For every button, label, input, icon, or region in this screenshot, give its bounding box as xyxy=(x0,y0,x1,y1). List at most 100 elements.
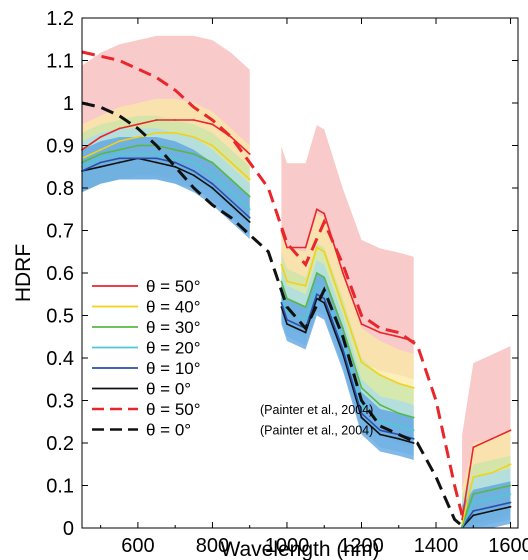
series-line-0-segment-1 xyxy=(280,208,414,342)
series-line-2-segment-2 xyxy=(461,484,511,527)
series-line-1-segment-1 xyxy=(280,246,414,389)
series-0-point-0-6 xyxy=(192,119,195,121)
series-1-point-2-3 xyxy=(509,463,512,466)
series-3-point-1-7 xyxy=(379,420,381,423)
legend-note-7: (Painter et al., 2004) xyxy=(260,424,373,438)
series-2-point-1-0 xyxy=(280,280,283,283)
series-line-4-segment-2 xyxy=(461,501,511,528)
series-3-point-0-9 xyxy=(248,208,251,211)
series-4-point-0-8 xyxy=(230,199,233,202)
series-0-point-0-1 xyxy=(99,136,102,138)
series-0-point-1-7 xyxy=(379,331,381,334)
series-5-point-0-5 xyxy=(174,165,177,168)
series-0-point-1-2 xyxy=(304,246,307,249)
legend-label-2: θ = 30° xyxy=(146,318,201,337)
y-tick-label-3: 0.3 xyxy=(46,391,74,413)
y-tick-label-7: 0.7 xyxy=(46,221,74,243)
series-1-point-2-1 xyxy=(472,476,475,478)
series-3-point-1-6 xyxy=(360,403,363,406)
series-line-4-segment-1 xyxy=(280,293,414,440)
series-5-point-2-1 xyxy=(472,514,475,517)
series-2-point-1-1 xyxy=(286,297,288,300)
series-5-point-1-7 xyxy=(379,433,381,436)
series-4-point-0-7 xyxy=(211,182,214,185)
series-4-point-1-5 xyxy=(342,348,344,351)
series-2-point-0-6 xyxy=(192,153,195,155)
x-axis-ticks: 600 800 1000 1200 1400 1600 xyxy=(100,18,528,557)
series-1-point-0-2 xyxy=(118,140,121,143)
series-3-point-0-8 xyxy=(230,191,233,194)
series-0-point-1-4 xyxy=(323,212,326,215)
series-5-point-2-2 xyxy=(491,510,493,512)
series-0-point-0-2 xyxy=(118,127,121,130)
series-1-point-1-4 xyxy=(323,250,326,253)
series-line-1-segment-2 xyxy=(461,463,511,524)
series-line-3-segment-1 xyxy=(280,284,414,432)
series-2-point-1-7 xyxy=(379,403,381,406)
series-1-point-0-5 xyxy=(174,131,177,134)
x-tick-label-1400: 1400 xyxy=(414,535,459,557)
y-tick-label-5: 0.5 xyxy=(46,306,74,328)
series-1-point-1-1 xyxy=(286,280,288,283)
series-line-5-segment-1 xyxy=(280,297,414,444)
y-axis-label: HDRF xyxy=(12,244,35,302)
band-0-segment-1 xyxy=(281,125,414,380)
series-2-point-0-3 xyxy=(137,144,139,147)
series-4-point-0-5 xyxy=(174,161,177,164)
series-0-point-0-9 xyxy=(248,153,251,155)
band-4-segment-0 xyxy=(82,137,250,239)
series-5-point-0-2 xyxy=(118,161,121,164)
series-3-point-1-9 xyxy=(412,429,415,432)
series-5-point-0-7 xyxy=(211,187,214,189)
series-5-point-0-6 xyxy=(192,174,195,177)
series-5-point-1-4 xyxy=(323,301,326,304)
series-2-point-1-8 xyxy=(397,412,400,415)
series-2-point-1-4 xyxy=(323,276,326,279)
x-tick-label-800: 800 xyxy=(196,535,229,557)
series-0-point-2-3 xyxy=(509,429,512,432)
series-3-point-0-1 xyxy=(99,157,102,160)
series-1-point-1-9 xyxy=(412,386,415,389)
series-1-point-1-7 xyxy=(379,374,381,376)
x-tick-label-1000: 1000 xyxy=(265,535,310,557)
series-1-point-0-1 xyxy=(99,148,102,151)
series-lines xyxy=(81,119,512,529)
series-4-point-1-1 xyxy=(286,318,288,321)
series-line-5-segment-0 xyxy=(81,157,251,223)
x-tick-label-600: 600 xyxy=(121,535,154,557)
series-1-point-0-8 xyxy=(230,161,233,164)
series-2-point-0-9 xyxy=(248,195,251,198)
series-4-point-1-3 xyxy=(315,293,318,296)
series-4-point-2-2 xyxy=(491,505,493,508)
series-line-3-segment-2 xyxy=(461,493,511,528)
series-4-point-0-3 xyxy=(137,157,139,160)
series-0-point-1-5 xyxy=(342,272,344,274)
series-5-point-1-1 xyxy=(286,323,288,325)
series-2-point-1-5 xyxy=(342,327,344,330)
series-0-point-0-5 xyxy=(174,119,177,121)
series-2-point-2-2 xyxy=(491,488,493,491)
series-line-2-segment-0 xyxy=(81,144,251,198)
series-3-point-2-1 xyxy=(472,501,475,504)
series-3-point-0-5 xyxy=(174,157,177,160)
legend-label-5: θ = 0° xyxy=(146,380,191,399)
series-2-point-0-1 xyxy=(99,153,102,155)
series-1-point-2-2 xyxy=(491,471,493,474)
series-0-point-0-4 xyxy=(155,119,158,121)
series-2-point-1-6 xyxy=(360,386,363,389)
y-tick-label-12: 1.2 xyxy=(46,8,74,30)
series-line-4-segment-0 xyxy=(81,157,251,219)
series-3-point-1-2 xyxy=(304,318,307,321)
legend-note-6: (Painter et al., 2004) xyxy=(260,403,373,417)
series-4-point-0-6 xyxy=(192,170,195,172)
series-1-point-0-4 xyxy=(155,131,158,134)
series-2-point-0-2 xyxy=(118,148,121,151)
series-1-point-1-3 xyxy=(315,246,318,249)
series-2-point-0-5 xyxy=(174,148,177,151)
legend-label-7: θ = 0° xyxy=(146,421,191,440)
series-3-point-0-3 xyxy=(137,153,139,155)
series-5-point-1-8 xyxy=(397,437,400,440)
series-0-point-0-7 xyxy=(211,123,214,126)
series-3-point-0-4 xyxy=(155,153,158,155)
